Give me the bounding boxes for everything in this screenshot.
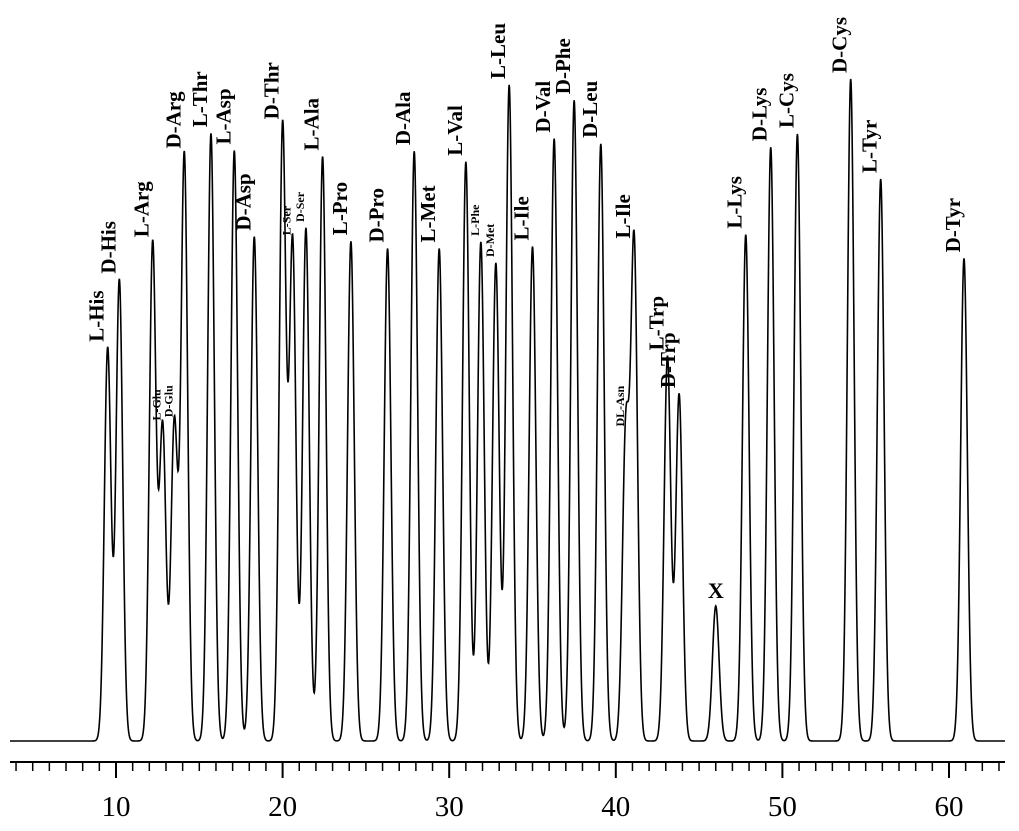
peak-label: L-Lys [723,176,747,229]
peak-label: L-Glu [150,389,164,421]
peak-label: L-Phe [468,204,482,236]
peak-label: L-Thr [188,71,212,127]
peak-label: L-Met [416,185,440,242]
peak-label: L-Tyr [858,120,882,173]
peak-label: L-Arg [130,181,154,237]
x-tick-label: 50 [768,791,797,823]
chromatogram-trace [10,78,1005,742]
x-tick-label: 40 [601,791,630,823]
peak-label: D-Thr [260,62,284,119]
peak-label: D-Leu [578,80,602,137]
peak-label: L-Cys [774,73,798,128]
peak-label: D-Tyr [941,198,965,252]
peak-label: L-Val [443,105,467,156]
peak-label: D-Glu [161,385,175,417]
peak-label: D-Pro [365,188,389,242]
peak-label: L-Trp [644,296,668,350]
peak-label: D-Ala [391,91,415,145]
x-tick-label: 10 [102,791,131,823]
peak-label: D-Asp [231,173,255,230]
peak-label: L-Ala [300,97,324,150]
x-tick-label: 60 [935,791,964,823]
peak-label: L-Ile [510,196,534,240]
peak-label: D-Phe [551,38,575,94]
peak-label: D-Arg [161,91,185,149]
peak-label: L-Ile [611,194,635,238]
peak-label: L-Asp [211,88,235,144]
peak-label: D-Lys [748,88,772,142]
peak-label: D-Cys [828,17,852,73]
peak-label: L-Ser [280,205,294,235]
trace-layer [10,78,1005,742]
peak-label: X [708,578,724,603]
x-axis: 10 20 30 40 50 60 [10,761,1005,823]
x-tick-label: 20 [268,791,297,823]
peak-label: D-Trp [656,333,680,389]
peak-label: L-His [85,290,109,341]
peak-label: L-Pro [328,182,352,235]
peak-label: D-Met [483,224,497,257]
peak-label: D-Ser [293,191,307,222]
peak-label: D-Val [531,81,555,133]
peak-label: DL-Asn [613,386,627,427]
peak-label: L-Leu [486,23,510,79]
x-tick-label: 30 [435,791,464,823]
peak-label: D-His [96,221,120,274]
